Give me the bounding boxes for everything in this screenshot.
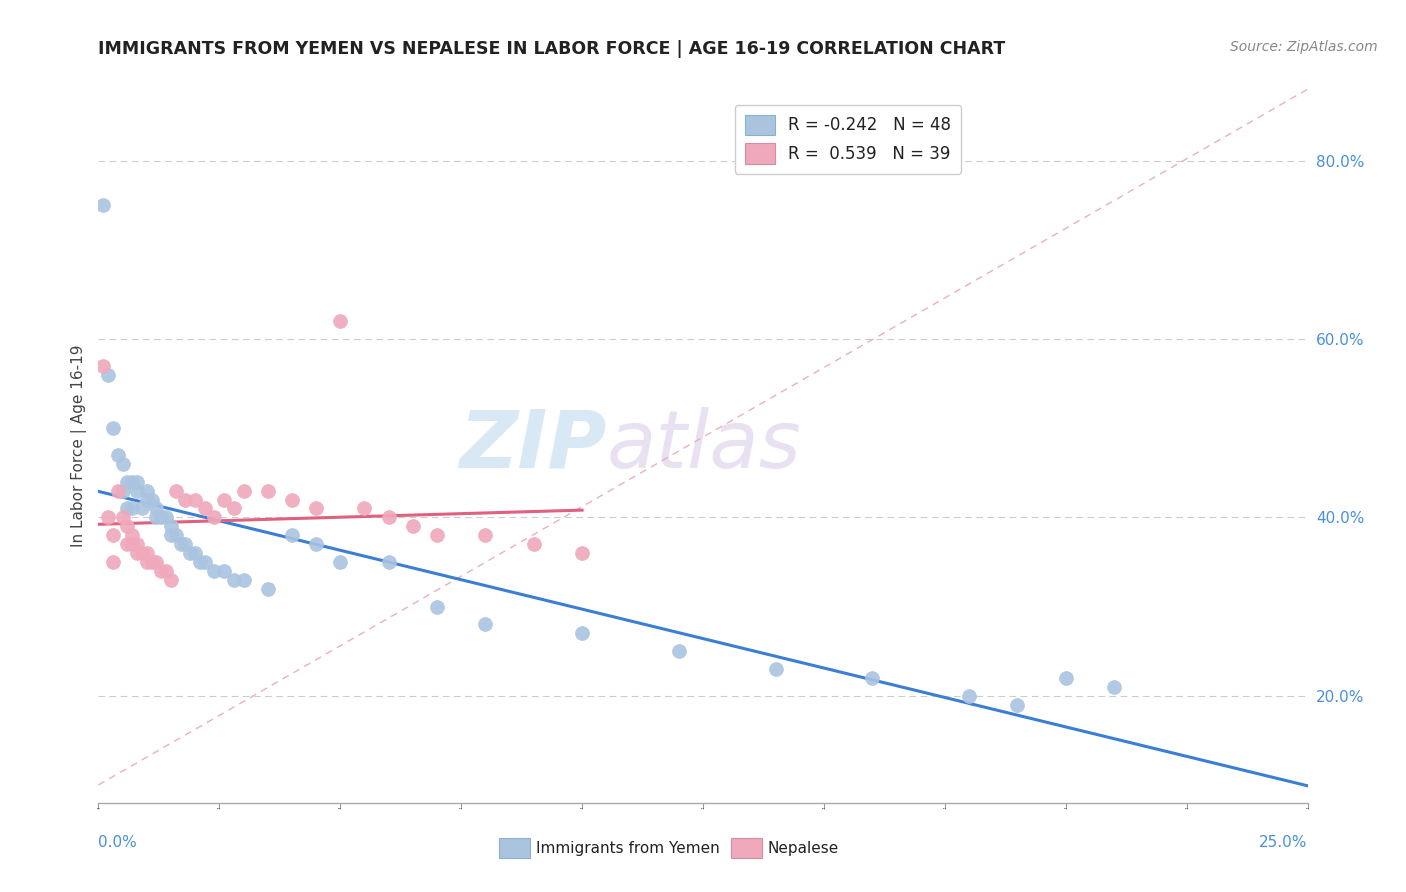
- Point: [127, 475, 149, 489]
- Text: Source: ZipAtlas.com: Source: ZipAtlas.com: [1230, 40, 1378, 54]
- Point: [174, 537, 197, 551]
- Point: [765, 662, 787, 676]
- Point: [169, 537, 191, 551]
- Point: [194, 555, 217, 569]
- Point: [111, 483, 134, 498]
- Text: 25.0%: 25.0%: [1260, 835, 1308, 849]
- Point: [121, 537, 143, 551]
- Point: [174, 492, 197, 507]
- Point: [145, 555, 167, 569]
- Point: [329, 555, 352, 569]
- Text: atlas: atlas: [606, 407, 801, 485]
- Point: [141, 492, 163, 507]
- Point: [474, 617, 496, 632]
- Point: [305, 501, 328, 516]
- Point: [184, 546, 207, 560]
- Point: [127, 537, 149, 551]
- Point: [160, 573, 183, 587]
- Point: [121, 528, 143, 542]
- Point: [1102, 680, 1125, 694]
- Point: [107, 448, 129, 462]
- Point: [212, 492, 235, 507]
- Point: [571, 546, 593, 560]
- Point: [1007, 698, 1029, 712]
- Point: [353, 501, 375, 516]
- Point: [155, 510, 177, 524]
- Point: [135, 483, 157, 498]
- Point: [426, 599, 449, 614]
- Point: [121, 475, 143, 489]
- Point: [165, 528, 187, 542]
- Point: [155, 564, 177, 578]
- Point: [179, 546, 201, 560]
- Point: [145, 510, 167, 524]
- Point: [281, 528, 304, 542]
- Point: [957, 689, 980, 703]
- Point: [426, 528, 449, 542]
- Point: [101, 528, 124, 542]
- Point: [212, 564, 235, 578]
- Point: [131, 501, 153, 516]
- Legend: R = -0.242   N = 48, R =  0.539   N = 39: R = -0.242 N = 48, R = 0.539 N = 39: [735, 104, 962, 174]
- Point: [204, 564, 226, 578]
- Point: [160, 519, 183, 533]
- Point: [101, 421, 124, 435]
- Point: [131, 546, 153, 560]
- Point: [127, 483, 149, 498]
- Point: [256, 582, 278, 596]
- Point: [165, 483, 187, 498]
- Point: [111, 510, 134, 524]
- Point: [141, 555, 163, 569]
- Point: [121, 501, 143, 516]
- Point: [145, 501, 167, 516]
- Point: [1054, 671, 1077, 685]
- Point: [91, 198, 114, 212]
- Point: [135, 492, 157, 507]
- Point: [160, 528, 183, 542]
- Point: [204, 510, 226, 524]
- Point: [91, 359, 114, 373]
- Point: [188, 555, 211, 569]
- Point: [281, 492, 304, 507]
- Point: [150, 510, 173, 524]
- Point: [305, 537, 328, 551]
- Point: [377, 510, 399, 524]
- Point: [117, 519, 139, 533]
- Text: ZIP: ZIP: [458, 407, 606, 485]
- Point: [97, 510, 120, 524]
- Point: [111, 457, 134, 471]
- Point: [232, 483, 254, 498]
- Point: [523, 537, 546, 551]
- Point: [150, 564, 173, 578]
- Point: [256, 483, 278, 498]
- Point: [232, 573, 254, 587]
- Point: [135, 546, 157, 560]
- Text: IMMIGRANTS FROM YEMEN VS NEPALESE IN LABOR FORCE | AGE 16-19 CORRELATION CHART: IMMIGRANTS FROM YEMEN VS NEPALESE IN LAB…: [98, 40, 1005, 58]
- Point: [668, 644, 690, 658]
- Point: [117, 501, 139, 516]
- Point: [135, 555, 157, 569]
- Point: [377, 555, 399, 569]
- Point: [117, 537, 139, 551]
- Point: [474, 528, 496, 542]
- Point: [329, 314, 352, 328]
- Point: [222, 573, 245, 587]
- Point: [194, 501, 217, 516]
- Point: [101, 555, 124, 569]
- Point: [222, 501, 245, 516]
- Y-axis label: In Labor Force | Age 16-19: In Labor Force | Age 16-19: [72, 344, 87, 548]
- Point: [571, 626, 593, 640]
- Text: Nepalese: Nepalese: [768, 841, 839, 855]
- Point: [107, 483, 129, 498]
- Point: [117, 475, 139, 489]
- Text: Immigrants from Yemen: Immigrants from Yemen: [536, 841, 720, 855]
- Point: [127, 546, 149, 560]
- Text: 0.0%: 0.0%: [98, 835, 138, 849]
- Point: [97, 368, 120, 382]
- Point: [184, 492, 207, 507]
- Point: [860, 671, 883, 685]
- Point: [402, 519, 425, 533]
